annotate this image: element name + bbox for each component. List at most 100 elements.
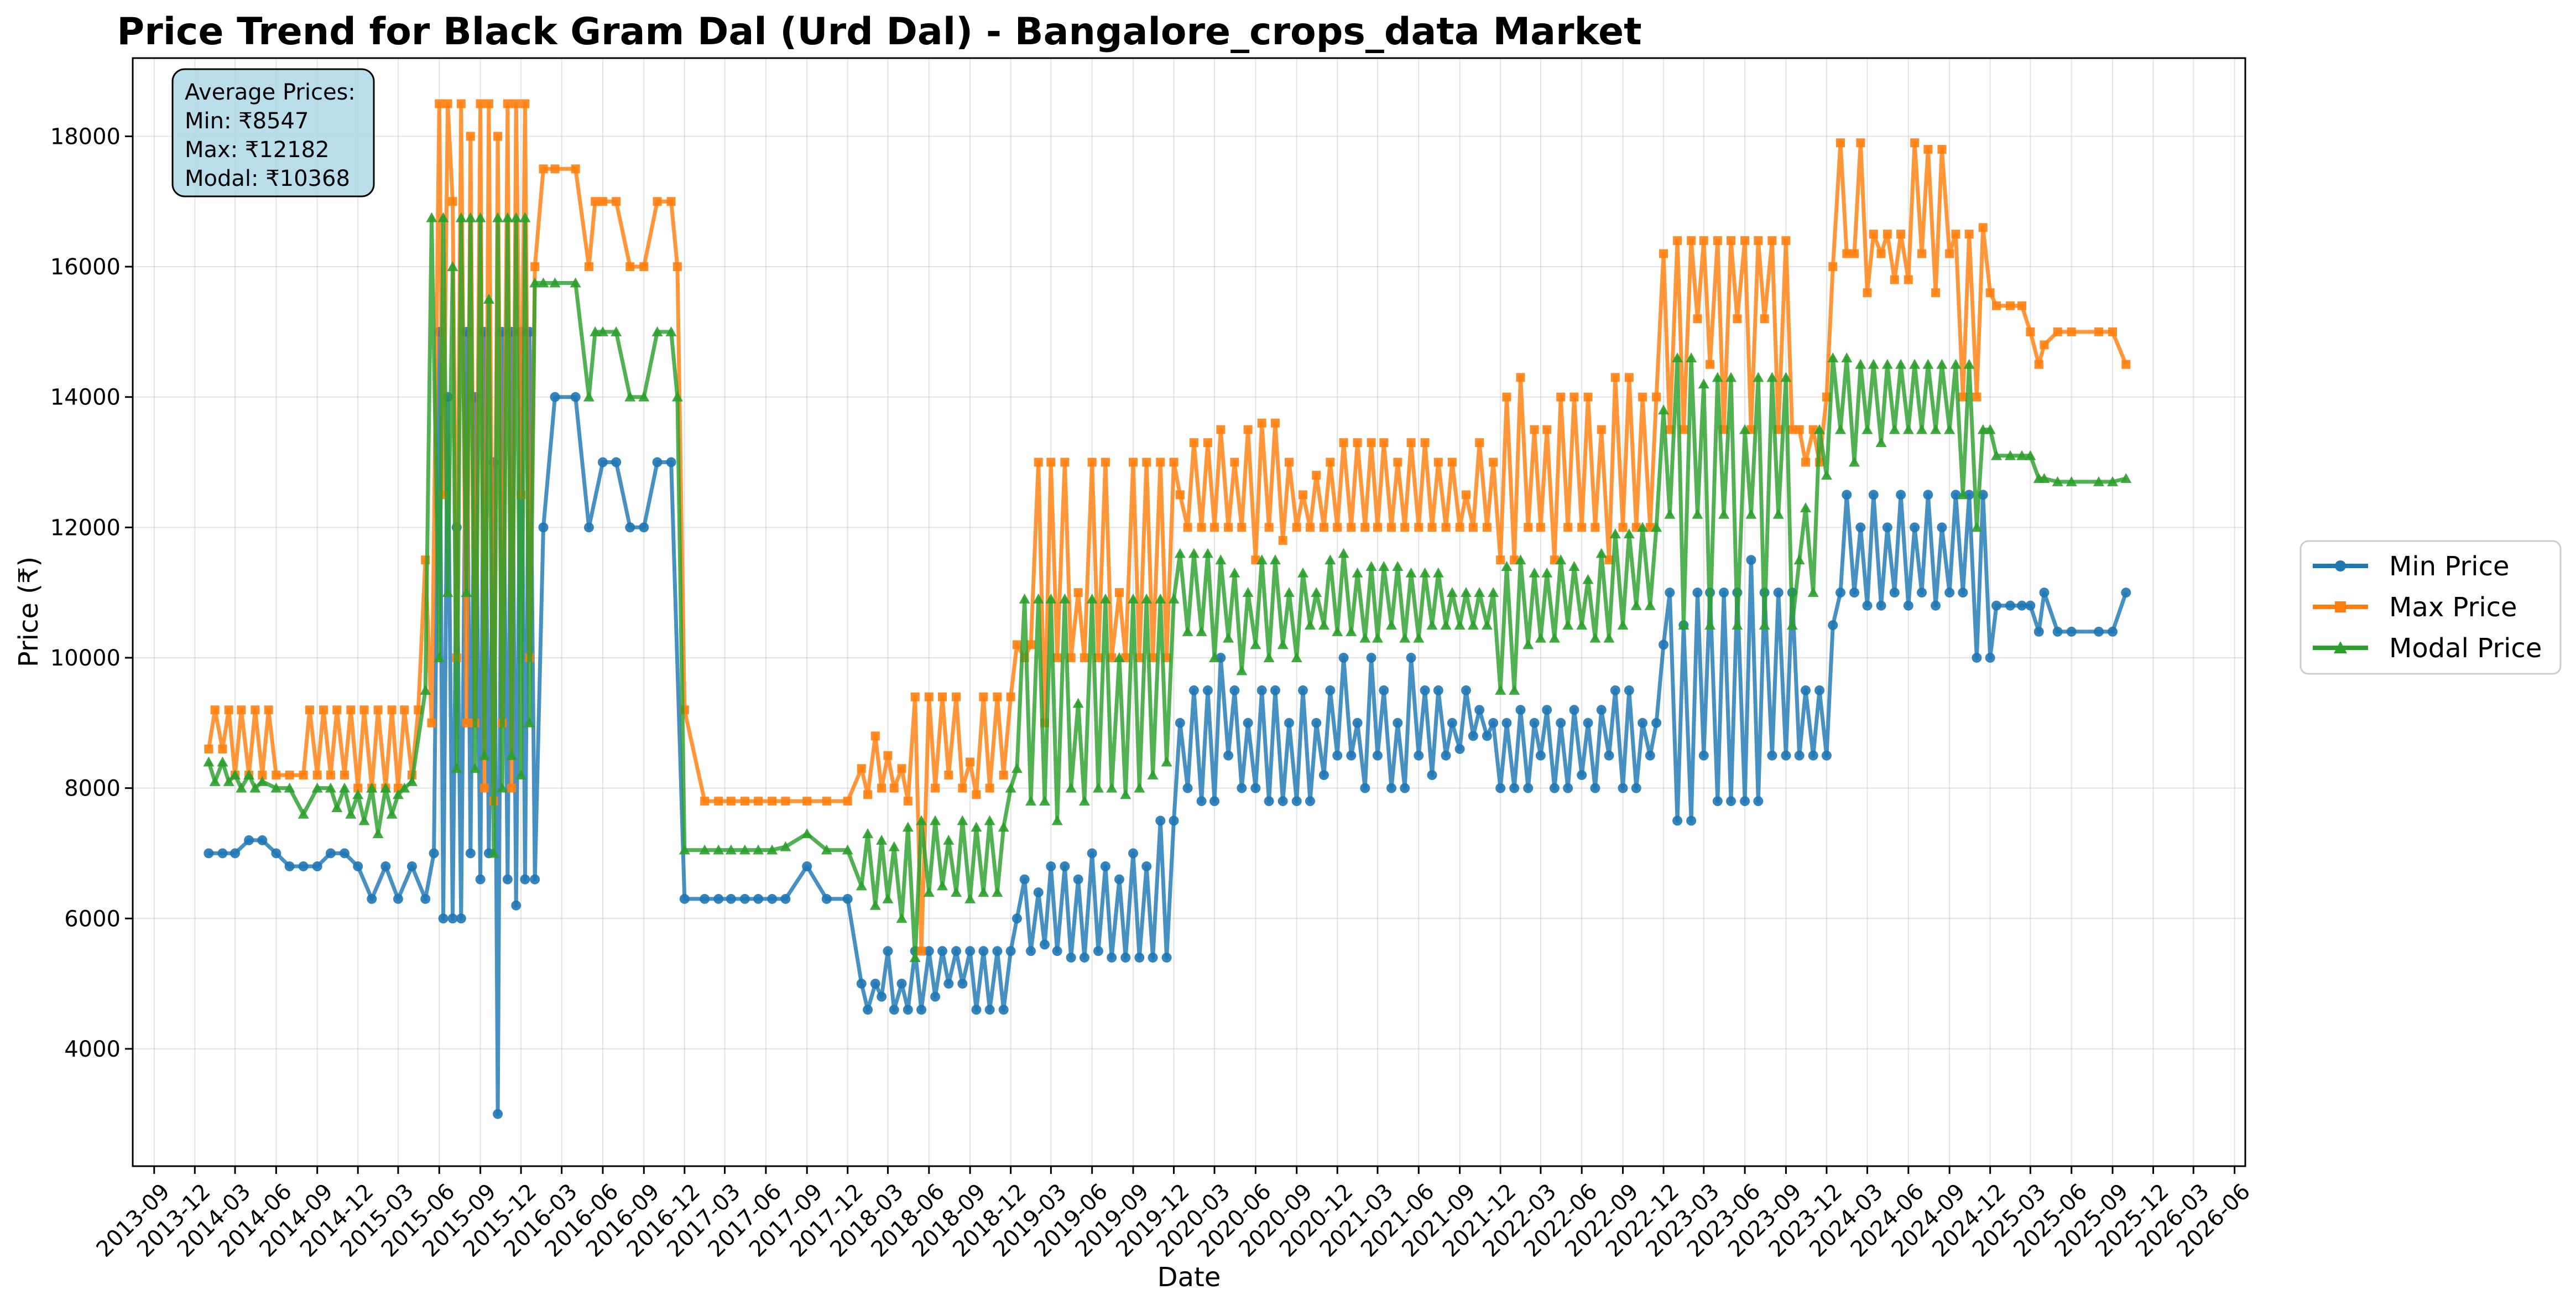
data-point: [502, 212, 513, 222]
data-point: [889, 1005, 899, 1015]
data-point: [1515, 705, 1526, 715]
data-point: [1400, 783, 1410, 793]
data-point: [331, 802, 343, 812]
stats-heading: Average Prices:: [185, 80, 356, 105]
data-point: [1092, 782, 1104, 793]
data-point: [366, 782, 378, 793]
data-point: [821, 844, 832, 855]
data-point: [1468, 731, 1478, 741]
data-point: [1972, 652, 1982, 663]
data-point: [1978, 223, 1988, 232]
data-point: [338, 782, 350, 793]
data-point: [1651, 718, 1662, 728]
data-point: [249, 782, 261, 793]
data-point: [1597, 425, 1606, 434]
data-point: [217, 756, 228, 767]
data-point: [1801, 458, 1810, 467]
data-point: [1440, 620, 1452, 630]
data-point: [2052, 626, 2063, 637]
data-point: [1223, 750, 1234, 761]
data-point: [1175, 718, 1185, 728]
y-tick-label: 4000: [64, 1037, 121, 1062]
data-point: [1093, 946, 1103, 956]
data-point: [2026, 327, 2035, 336]
data-point: [1596, 705, 1607, 715]
data-point: [1652, 392, 1661, 402]
data-point: [822, 797, 831, 806]
data-point: [1591, 523, 1600, 532]
data-point: [1142, 458, 1151, 467]
data-point: [299, 771, 308, 780]
data-point: [1202, 548, 1213, 558]
data-point: [1169, 458, 1179, 467]
data-point: [2107, 476, 2119, 486]
data-point: [1904, 275, 1913, 284]
data-point: [1556, 392, 1566, 402]
data-point: [1638, 718, 1648, 728]
data-point: [937, 880, 948, 891]
data-point: [1006, 692, 1015, 701]
data-point: [1984, 424, 1996, 434]
data-point: [2005, 600, 2016, 611]
data-point: [1808, 750, 1818, 761]
data-point: [1516, 373, 1525, 382]
data-point: [1917, 249, 1927, 258]
data-point: [1474, 587, 1485, 597]
data-point: [1269, 554, 1281, 565]
data-point: [1446, 587, 1458, 597]
data-point: [998, 1005, 1009, 1015]
data-point: [1644, 600, 1656, 610]
data-point: [1515, 554, 1526, 565]
data-point: [2067, 327, 2076, 336]
data-point: [2017, 600, 2027, 611]
data-point: [550, 392, 560, 402]
data-point: [943, 834, 955, 845]
data-point: [1406, 438, 1416, 448]
data-point: [1678, 620, 1689, 630]
data-point: [1883, 230, 1892, 239]
data-point: [1692, 588, 1703, 598]
data-point: [1746, 555, 1756, 565]
data-point: [1005, 782, 1016, 793]
data-point: [284, 861, 295, 872]
plot-frame: [132, 57, 2246, 1167]
data-point: [1183, 523, 1192, 532]
data-point: [1733, 314, 1742, 324]
data-point: [1066, 952, 1076, 963]
data-point: [1529, 567, 1540, 578]
data-point: [325, 782, 336, 793]
data-point: [1945, 249, 1954, 258]
data-point: [2108, 327, 2118, 336]
data-point: [2108, 626, 2118, 637]
data-point: [739, 893, 750, 904]
data-point: [353, 861, 363, 872]
data-point: [992, 887, 1003, 897]
data-point: [447, 913, 458, 924]
data-point: [2040, 340, 2049, 350]
data-point: [507, 783, 517, 793]
data-point: [312, 771, 322, 780]
stats-modal: Modal: ₹10368: [185, 166, 350, 191]
data-point: [1086, 593, 1098, 604]
data-point: [1698, 750, 1709, 761]
data-point: [230, 770, 241, 780]
data-point: [530, 262, 540, 272]
data-point: [1019, 874, 1030, 885]
data-point: [1896, 230, 1906, 239]
data-point: [1828, 620, 1838, 631]
data-point: [1360, 783, 1370, 793]
data-point: [1161, 952, 1172, 963]
data-point: [339, 848, 350, 859]
data-point: [1855, 522, 1866, 533]
data-point: [1250, 639, 1261, 649]
data-point: [1229, 685, 1240, 695]
data-point: [2005, 450, 2016, 460]
data-point: [448, 197, 457, 206]
data-point: [1277, 639, 1289, 649]
data-point: [1659, 640, 1669, 650]
data-point: [393, 893, 403, 904]
data-point: [1529, 718, 1540, 728]
data-point: [1855, 358, 1866, 369]
data-point: [2121, 588, 2131, 598]
data-point: [1482, 731, 1492, 741]
